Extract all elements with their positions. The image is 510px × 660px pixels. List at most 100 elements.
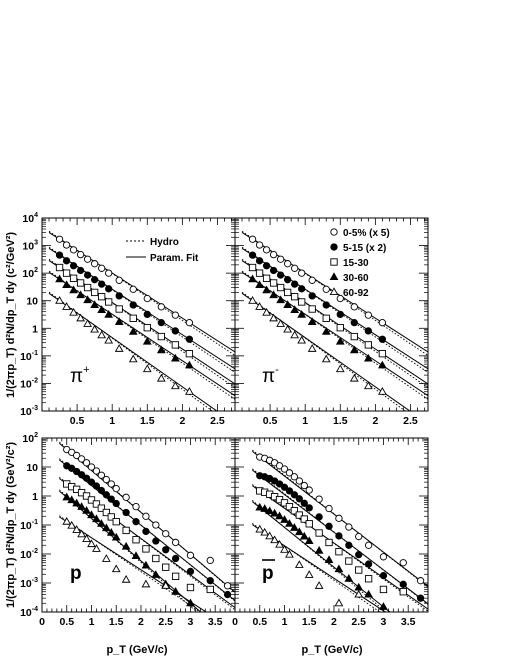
data-point [62, 302, 71, 310]
data-point [285, 519, 294, 527]
centrality-legend: 0-5% (x 5) 5-15 (x 2) 15-30 30-60 60-92 [329, 228, 390, 299]
data-point [143, 294, 151, 303]
data-point [114, 344, 124, 352]
data-point [171, 341, 179, 349]
data-point [350, 332, 358, 341]
data-point [97, 486, 106, 495]
data-point [265, 531, 275, 540]
data-point [83, 295, 92, 304]
data-point [87, 539, 96, 548]
data-point [276, 295, 285, 304]
data-point [276, 271, 285, 279]
data-point [298, 269, 306, 277]
data-point [336, 310, 344, 319]
data-point [291, 293, 299, 301]
data-point [97, 519, 106, 527]
data-point [98, 293, 106, 301]
data-point [76, 279, 85, 287]
series-1-points [63, 462, 232, 599]
data-point [334, 564, 344, 573]
data-point [132, 518, 140, 526]
data-point [262, 274, 271, 282]
data-point [280, 483, 289, 491]
data-point [355, 532, 363, 541]
hydro-curve [59, 476, 235, 611]
data-point [171, 327, 179, 335]
data-point [364, 575, 373, 583]
data-point [157, 303, 165, 311]
legend-label-60-92: 60-92 [343, 288, 369, 299]
data-point [157, 332, 165, 341]
x-tick-label: 2 [138, 616, 144, 628]
data-point [355, 550, 363, 559]
data-point [290, 330, 300, 339]
data-point [248, 263, 257, 272]
data-point [115, 276, 123, 284]
data-point [132, 536, 140, 544]
data-point [255, 269, 264, 277]
data-point [87, 463, 96, 471]
data-point [295, 511, 303, 519]
data-point [185, 335, 194, 343]
data-point [107, 513, 115, 521]
data-point [336, 294, 344, 303]
data-point [77, 471, 86, 479]
data-point [283, 288, 292, 297]
x-tick-label: 1.5 [333, 415, 348, 427]
data-point [72, 498, 82, 507]
x-tick-label: 3 [188, 616, 194, 628]
data-point [151, 570, 161, 578]
data-point [255, 302, 264, 310]
data-point [171, 554, 180, 563]
data-point [142, 512, 150, 520]
y-tick-label: 102 [22, 267, 38, 280]
series-0-points [256, 453, 425, 585]
data-point [69, 246, 78, 254]
data-point [72, 525, 82, 533]
panel-antiproton: 0 0.5 1 1.5 2 2.5 3 3.5 [232, 437, 429, 628]
data-point [248, 296, 257, 304]
data-point [122, 526, 130, 535]
data-point [157, 319, 165, 327]
data-point [185, 360, 194, 369]
data-point [55, 296, 64, 304]
x-tick-label: 1.5 [109, 616, 124, 628]
data-point [62, 241, 71, 249]
y-tick-label: 10-3 [20, 405, 38, 418]
legend-marker-2 [330, 258, 338, 266]
x-tick-label: 0.5 [70, 415, 85, 427]
data-point [76, 313, 85, 322]
data-point [322, 314, 330, 322]
data-point [324, 555, 334, 564]
data-point [206, 577, 214, 585]
series-1-points [256, 472, 425, 602]
hydro-curve [59, 515, 201, 612]
series-4-curves [59, 515, 208, 612]
y-tick-label: 10-4 [20, 606, 38, 619]
y-tick-label: 104 [22, 212, 38, 225]
data-point [364, 589, 373, 598]
data-point [300, 499, 308, 507]
data-point [90, 324, 100, 333]
data-point [276, 319, 285, 327]
data-point [98, 280, 106, 288]
data-point [280, 515, 289, 523]
data-point [298, 298, 306, 306]
data-point [298, 285, 306, 293]
data-point [141, 560, 151, 569]
data-point [315, 513, 323, 521]
x-tick-label: 0.5 [59, 616, 74, 628]
data-point [152, 537, 160, 545]
data-point [248, 274, 257, 283]
data-point [280, 545, 289, 553]
data-point [260, 504, 270, 512]
x-tick-label: 0.5 [263, 415, 278, 427]
y-axis-label-bottom: 1/(2πp_T) d²N/dp_T dy (GeV²/c²) [5, 442, 17, 608]
data-point [335, 336, 345, 345]
data-point [354, 589, 364, 598]
hydro-curve [252, 523, 381, 612]
y-tick-label: 10-3 [20, 577, 38, 590]
data-point [379, 553, 388, 561]
data-point [129, 314, 137, 322]
